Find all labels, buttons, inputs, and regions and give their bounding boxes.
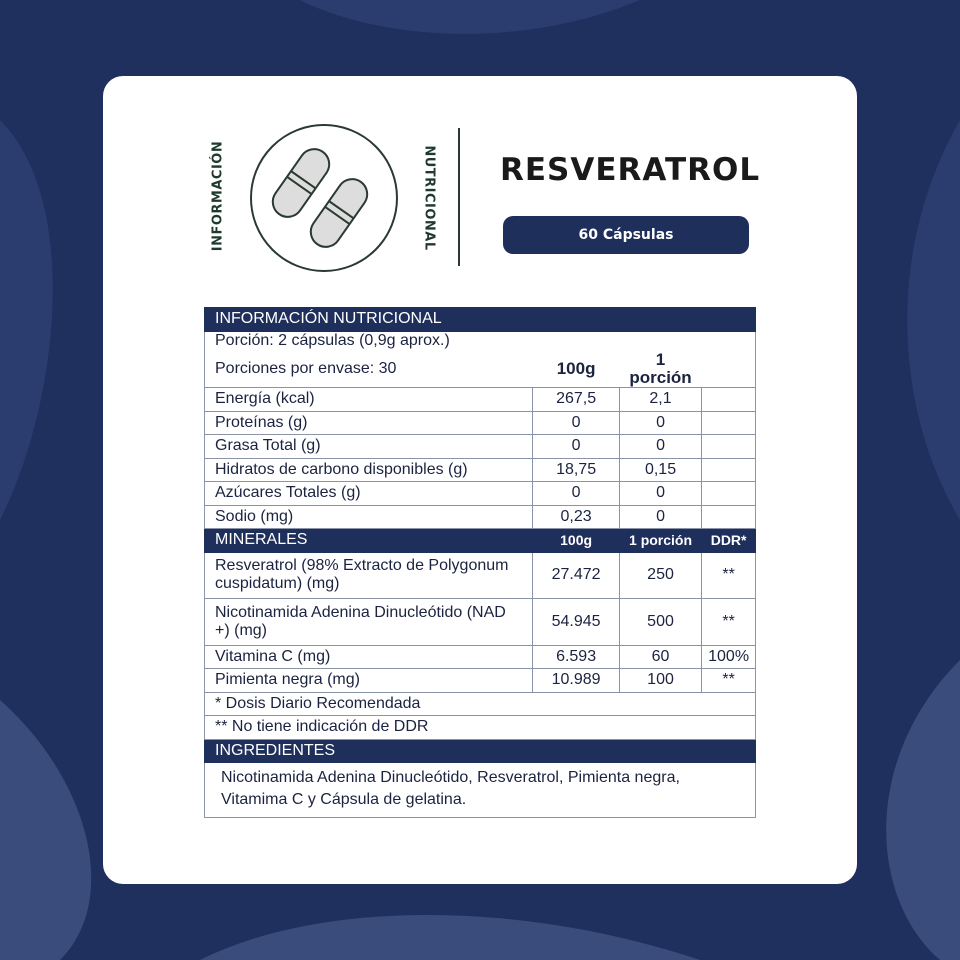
row-label: Grasa Total (g) xyxy=(203,434,534,459)
capsules-icon xyxy=(250,124,398,272)
row-ddr-empty xyxy=(701,434,756,459)
nutrition-row: Proteínas (g) 0 0 xyxy=(203,410,756,435)
mineral-100g: 54.945 xyxy=(532,598,620,646)
row-100g: 0,23 xyxy=(532,504,620,529)
row-portion: 0 xyxy=(618,481,703,506)
row-portion: 2,1 xyxy=(618,387,703,412)
footnote-ddr: * Dosis Diario Recomendada xyxy=(204,691,756,716)
header-divider xyxy=(458,128,460,266)
mineral-row: Nicotinamida Adenina Dinucleótido (NAD +… xyxy=(203,598,756,646)
minerals-header: MINERALES xyxy=(203,528,534,553)
empty-cell xyxy=(701,351,756,388)
mineral-label: Vitamina C (mg) xyxy=(203,644,534,669)
row-label: Hidratos de carbono disponibles (g) xyxy=(203,457,534,482)
row-label: Proteínas (g) xyxy=(203,410,534,435)
col-100g: 100g xyxy=(556,359,596,378)
row-100g: 0 xyxy=(532,410,620,435)
col-portion: 1 porción xyxy=(629,350,692,387)
mineral-ddr: ** xyxy=(701,551,756,599)
row-label: Sodio (mg) xyxy=(203,504,534,529)
capsule-count-badge: 60 Cápsulas xyxy=(503,216,749,254)
mineral-portion: 100 xyxy=(618,668,703,693)
row-portion: 0 xyxy=(618,434,703,459)
row-label: Energía (kcal) xyxy=(203,387,534,412)
nutrition-row: Energía (kcal) 267,5 2,1 xyxy=(203,387,756,412)
mineral-label: Nicotinamida Adenina Dinucleótido (NAD +… xyxy=(203,598,534,646)
nutrition-header: INFORMACIÓN NUTRICIONAL xyxy=(204,307,756,332)
mineral-portion: 250 xyxy=(618,551,703,599)
mineral-portion: 500 xyxy=(618,598,703,646)
nutrition-row: Hidratos de carbono disponibles (g) 18,75… xyxy=(203,457,756,482)
ingredients-text: Nicotinamida Adenina Dinucleótido, Resve… xyxy=(204,762,756,818)
minerals-col-100g: 100g xyxy=(532,528,620,553)
nutrition-table: INFORMACIÓN NUTRICIONAL Porción: 2 cápsu… xyxy=(203,307,756,818)
vertical-label-informacion: INFORMACIÓN xyxy=(210,140,226,252)
row-label: Azúcares Totales (g) xyxy=(203,481,534,506)
vertical-label-nutricional: NUTRICIONAL xyxy=(421,145,437,251)
row-ddr-empty xyxy=(701,504,756,529)
mineral-100g: 27.472 xyxy=(532,551,620,599)
nutrition-row: Grasa Total (g) 0 0 xyxy=(203,434,756,459)
minerals-col-ddr: DDR* xyxy=(701,528,756,553)
row-ddr-empty xyxy=(701,481,756,506)
row-portion: 0 xyxy=(618,410,703,435)
ingredients-header: INGREDIENTES xyxy=(204,738,756,763)
mineral-row: Vitamina C (mg) 6.593 60 100% xyxy=(203,644,756,669)
mineral-ddr: ** xyxy=(701,668,756,693)
row-portion: 0 xyxy=(618,504,703,529)
row-100g: 0 xyxy=(532,481,620,506)
mineral-label: Resveratrol (98% Extracto de Polygonum c… xyxy=(203,551,534,599)
portion-text: Porción: 2 cápsulas (0,9g aprox.) xyxy=(204,331,756,351)
servings-text: Porciones por envase: 30 xyxy=(203,351,533,388)
mineral-ddr: ** xyxy=(701,598,756,646)
row-100g: 267,5 xyxy=(532,387,620,412)
row-100g: 0 xyxy=(532,434,620,459)
product-title: RESVERATROL xyxy=(500,152,761,188)
row-ddr-empty xyxy=(701,387,756,412)
nutrition-row: Azúcares Totales (g) 0 0 xyxy=(203,481,756,506)
mineral-portion: 60 xyxy=(618,644,703,669)
mineral-100g: 6.593 xyxy=(532,644,620,669)
minerals-col-portion: 1 porción xyxy=(618,528,703,553)
row-portion: 0,15 xyxy=(618,457,703,482)
mineral-100g: 10.989 xyxy=(532,668,620,693)
mineral-row: Pimienta negra (mg) 10.989 100 ** xyxy=(203,668,756,693)
mineral-row: Resveratrol (98% Extracto de Polygonum c… xyxy=(203,551,756,599)
footnote-no-ddr: ** No tiene indicación de DDR xyxy=(204,715,756,740)
nutrition-row: Sodio (mg) 0,23 0 xyxy=(203,504,756,529)
row-100g: 18,75 xyxy=(532,457,620,482)
mineral-ddr: 100% xyxy=(701,644,756,669)
row-ddr-empty xyxy=(701,457,756,482)
mineral-label: Pimienta negra (mg) xyxy=(203,668,534,693)
row-ddr-empty xyxy=(701,410,756,435)
